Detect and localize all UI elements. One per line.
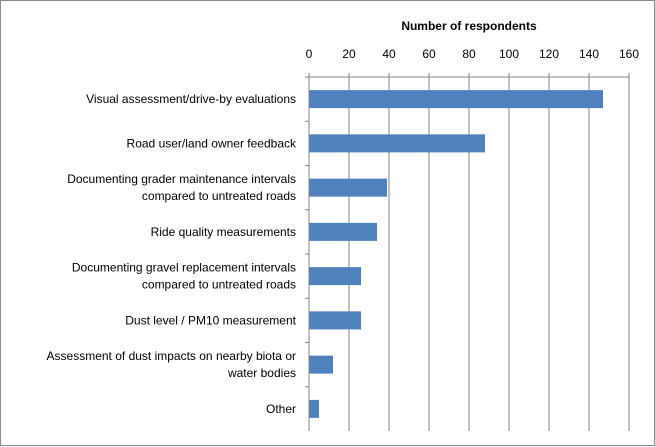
- bar: [309, 178, 387, 197]
- bar: [309, 267, 361, 286]
- x-tick-label: 120: [539, 47, 559, 61]
- bar: [309, 222, 377, 241]
- category-label: water bodies: [227, 366, 296, 380]
- x-tick-label: 20: [342, 47, 356, 61]
- bar: [309, 311, 361, 330]
- category-label: compared to untreated roads: [142, 189, 296, 203]
- x-axis-ticks: 0 20 40 60 80 100 120 140 160: [306, 47, 639, 78]
- category-labels: Visual assessment/drive-by evaluations Ro…: [47, 76, 309, 416]
- category-label: Assessment of dust impacts on nearby bio…: [47, 349, 296, 363]
- category-label: Road user/land owner feedback: [127, 136, 297, 150]
- x-tick-label: 160: [619, 47, 639, 61]
- bar: [309, 90, 603, 109]
- category-label: compared to untreated roads: [142, 278, 296, 292]
- bar: [309, 399, 319, 418]
- bars: [309, 90, 603, 418]
- x-tick-label: 40: [382, 47, 396, 61]
- category-label: Ride quality measurements: [151, 225, 296, 239]
- x-axis-title: Number of respondents: [401, 19, 537, 33]
- x-tick-label: 140: [579, 47, 599, 61]
- x-tick-label: 0: [306, 47, 313, 61]
- bar: [309, 355, 333, 374]
- category-label: Dust level / PM10 measurement: [125, 313, 296, 327]
- category-label: Documenting grader maintenance intervals: [67, 172, 296, 186]
- x-tick-label: 80: [462, 47, 476, 61]
- category-label: Other: [266, 402, 296, 416]
- category-label: Visual assessment/drive-by evaluations: [86, 92, 296, 106]
- bar: [309, 134, 485, 153]
- gridlines: [308, 77, 630, 431]
- category-label: Documenting gravel replacement intervals: [72, 261, 296, 275]
- x-tick-label: 60: [422, 47, 436, 61]
- x-tick-label: 100: [499, 47, 519, 61]
